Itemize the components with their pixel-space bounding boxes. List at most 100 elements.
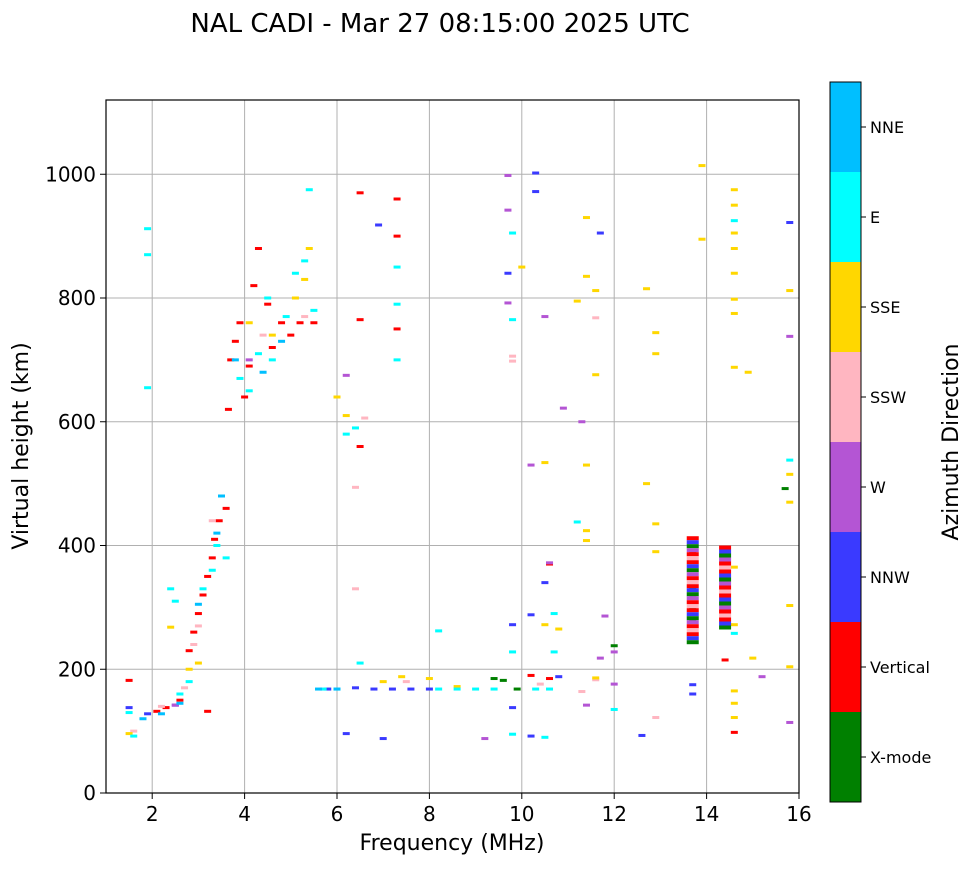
band-segment <box>719 569 732 574</box>
data-point <box>527 613 535 617</box>
data-point <box>730 188 738 192</box>
data-point <box>582 216 590 220</box>
data-point <box>245 389 253 393</box>
data-point <box>370 687 378 691</box>
band-segment <box>719 573 732 578</box>
data-point <box>278 339 286 343</box>
data-point <box>652 716 660 720</box>
data-point <box>536 682 544 686</box>
data-point <box>573 299 581 303</box>
data-point <box>786 665 794 669</box>
data-point <box>786 289 794 293</box>
data-point <box>125 706 133 710</box>
data-point <box>185 680 193 684</box>
y-tick-label: 800 <box>58 286 96 310</box>
data-point <box>527 673 535 677</box>
data-point <box>652 522 660 526</box>
data-point <box>786 500 794 504</box>
data-point <box>245 321 253 325</box>
data-point <box>472 687 480 691</box>
data-point <box>356 191 364 195</box>
data-point <box>291 296 299 300</box>
data-point <box>730 701 738 705</box>
data-point <box>453 687 461 691</box>
data-point <box>578 690 586 694</box>
data-point <box>125 732 133 736</box>
data-point <box>236 321 244 325</box>
data-point <box>393 327 401 331</box>
data-point <box>504 271 512 275</box>
band-segment <box>719 565 732 570</box>
colorbar-segment <box>830 262 861 352</box>
data-point <box>176 701 184 705</box>
data-point <box>781 487 789 491</box>
data-point <box>541 581 549 585</box>
data-point <box>213 531 221 535</box>
data-point <box>610 644 618 648</box>
data-point <box>643 287 651 291</box>
data-point <box>185 649 193 653</box>
data-point <box>541 623 549 627</box>
data-point <box>144 227 152 231</box>
data-point <box>730 631 738 635</box>
data-point <box>730 365 738 369</box>
data-point <box>282 315 290 319</box>
data-point <box>231 339 239 343</box>
colorbar-label: Azimuth Direction <box>939 343 964 540</box>
data-point <box>786 604 794 608</box>
data-point <box>310 308 318 312</box>
band-segment <box>686 620 699 625</box>
data-point <box>245 358 253 362</box>
data-point <box>342 414 350 418</box>
x-tick-label: 16 <box>786 802 811 826</box>
colorbar-segment <box>830 622 861 712</box>
data-point <box>211 537 219 541</box>
data-point <box>504 173 512 177</box>
data-point <box>268 333 276 337</box>
colorbar-frame <box>829 81 862 803</box>
data-point <box>555 627 563 631</box>
band-segment <box>686 596 699 601</box>
data-point <box>541 461 549 465</box>
colorbar-tick-label: X-mode <box>870 748 931 767</box>
data-point <box>194 612 202 616</box>
data-point <box>730 689 738 693</box>
data-point <box>224 407 232 411</box>
data-point <box>291 271 299 275</box>
data-point <box>181 686 189 690</box>
data-point <box>398 675 406 679</box>
colorbar-tick-label: SSE <box>870 298 900 317</box>
colorbar-segment <box>830 352 861 442</box>
data-point <box>227 358 235 362</box>
data-point <box>786 334 794 338</box>
data-point <box>375 223 383 227</box>
colorbar-tick-label: NNW <box>870 568 910 587</box>
y-tick-label: 0 <box>83 781 96 805</box>
data-point <box>218 494 225 498</box>
data-point <box>167 587 175 591</box>
data-point <box>222 556 230 560</box>
band-segment <box>719 545 732 550</box>
data-point <box>315 687 323 691</box>
plot-points <box>125 164 794 741</box>
x-tick-label: 8 <box>423 802 436 826</box>
data-point <box>730 716 738 720</box>
data-point <box>176 698 184 702</box>
data-point <box>125 678 133 682</box>
data-point <box>144 386 152 390</box>
data-point <box>509 623 517 627</box>
data-point <box>356 661 364 665</box>
data-point <box>592 316 600 320</box>
data-point <box>527 463 535 467</box>
x-tick-label: 6 <box>331 802 344 826</box>
data-point <box>730 730 738 734</box>
data-point <box>231 358 239 362</box>
band-segment <box>719 553 732 558</box>
band-segment <box>686 576 699 581</box>
data-point <box>199 587 207 591</box>
data-point <box>786 221 794 225</box>
data-point <box>744 370 752 374</box>
data-point <box>245 364 253 368</box>
data-point <box>208 519 216 523</box>
band-segment <box>686 580 699 585</box>
